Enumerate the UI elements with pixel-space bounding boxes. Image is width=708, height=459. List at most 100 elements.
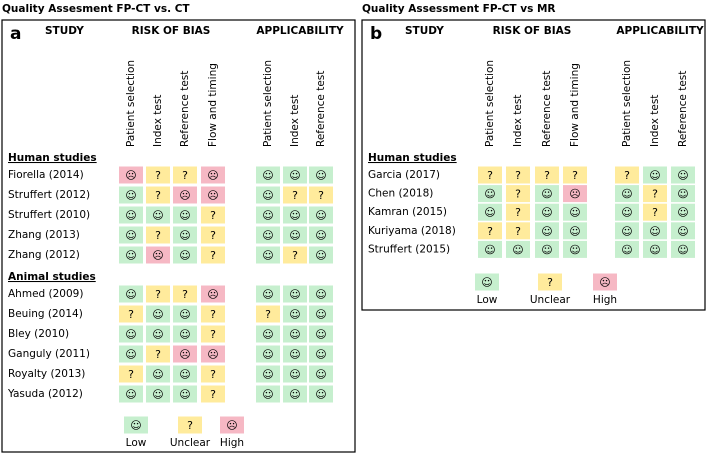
rating-symbol: ☺	[484, 243, 495, 256]
study-name: Zhang (2013)	[8, 229, 80, 241]
study-name: Royalty (2013)	[8, 368, 85, 380]
column-label: Reference test	[179, 71, 191, 147]
rating-cell	[146, 385, 170, 403]
rating-symbol: ☺	[125, 288, 136, 301]
rating-symbol: ☺	[262, 249, 273, 262]
rating-symbol: ☺	[130, 419, 141, 432]
group-name: Human studies	[368, 152, 457, 164]
rating-symbol: ☹	[226, 419, 237, 432]
rating-symbol: ?	[487, 169, 493, 182]
rating-cell	[173, 166, 197, 184]
header-study: STUDY	[45, 25, 84, 37]
rating-symbol: ☹	[207, 288, 218, 301]
rating-cell	[643, 240, 667, 258]
rating-cell	[615, 240, 639, 258]
rating-cell	[506, 203, 530, 221]
rating-cell	[615, 185, 639, 203]
study-name: Garcia (2017)	[368, 169, 440, 181]
rating-cell	[671, 240, 695, 258]
rating-cell	[256, 166, 280, 184]
rating-symbol: ?	[187, 419, 193, 432]
rating-cell	[506, 240, 530, 258]
rating-symbol: ☺	[541, 225, 552, 238]
rating-symbol: ☺	[125, 209, 136, 222]
rating-cell	[146, 226, 170, 244]
rating-cell	[119, 186, 143, 204]
rating-symbol: ☺	[262, 288, 273, 301]
legend-label: Low	[477, 294, 498, 306]
rating-symbol: ?	[155, 288, 161, 301]
rating-symbol: ☺	[315, 308, 326, 321]
rating-symbol: ☺	[262, 169, 273, 182]
panel-label: a	[10, 24, 21, 44]
rating-symbol: ☺	[315, 229, 326, 242]
panel-label: b	[370, 24, 382, 44]
rating-symbol: ?	[210, 328, 216, 341]
rating-cell	[283, 385, 307, 403]
rating-cell	[146, 365, 170, 383]
rating-cell	[309, 365, 333, 383]
rating-symbol: ?	[210, 229, 216, 242]
column-label: Index test	[152, 95, 164, 147]
rating-symbol: ☺	[621, 225, 632, 238]
rating-symbol: ☺	[179, 308, 190, 321]
rating-cell	[309, 305, 333, 323]
rating-symbol: ?	[652, 188, 658, 201]
rating-cell	[563, 203, 587, 221]
legend-label: High	[593, 294, 617, 306]
rating-symbol: ☹	[207, 169, 218, 182]
rating-symbol: ☺	[315, 288, 326, 301]
rating-cell	[173, 285, 197, 303]
rating-symbol: ☺	[315, 368, 326, 381]
rating-cell	[201, 206, 225, 224]
rating-cell	[146, 345, 170, 363]
rating-symbol: ☺	[152, 328, 163, 341]
rating-symbol: ☺	[179, 209, 190, 222]
rating-cell	[478, 166, 502, 184]
study-name: Ganguly (2011)	[8, 348, 90, 360]
rating-cell	[563, 222, 587, 240]
column-label: Flow and timing	[569, 63, 581, 147]
rating-cell	[201, 365, 225, 383]
rating-symbol: ☺	[289, 229, 300, 242]
rating-cell	[535, 203, 559, 221]
rating-cell	[146, 285, 170, 303]
rating-symbol: ?	[210, 368, 216, 381]
rating-cell	[283, 345, 307, 363]
rating-symbol: ☹	[152, 249, 163, 262]
rating-cell	[535, 222, 559, 240]
rating-symbol: ☺	[179, 229, 190, 242]
rating-symbol: ?	[210, 249, 216, 262]
rating-symbol: ☺	[621, 243, 632, 256]
rating-cell	[201, 246, 225, 264]
rating-symbol: ☺	[315, 169, 326, 182]
rating-cell	[671, 185, 695, 203]
rating-symbol: ☺	[481, 276, 492, 289]
rating-cell	[643, 203, 667, 221]
rating-symbol: ☺	[649, 243, 660, 256]
column-label: Flow and timing	[207, 63, 219, 147]
rating-symbol: ☺	[289, 209, 300, 222]
header-study: STUDY	[405, 25, 444, 37]
rating-cell	[563, 166, 587, 184]
rating-cell	[283, 246, 307, 264]
header-risk: RISK OF BIAS	[132, 25, 211, 37]
study-name: Kuriyama (2018)	[368, 225, 456, 237]
rating-cell	[201, 345, 225, 363]
rating-symbol: ?	[155, 348, 161, 361]
rating-symbol: ☺	[289, 368, 300, 381]
study-name: Beuing (2014)	[8, 308, 83, 320]
rating-symbol: ☹	[599, 276, 610, 289]
study-name: Zhang (2012)	[8, 249, 80, 261]
rating-symbol: ☺	[484, 188, 495, 201]
rating-symbol: ☺	[262, 209, 273, 222]
rating-symbol: ?	[265, 308, 271, 321]
rating-symbol: ?	[182, 288, 188, 301]
rating-symbol: ?	[128, 368, 134, 381]
rating-cell	[671, 222, 695, 240]
rating-cell	[201, 166, 225, 184]
rating-symbol: ?	[515, 225, 521, 238]
rating-symbol: ☺	[262, 328, 273, 341]
study-name: Yasuda (2012)	[7, 388, 83, 400]
study-name: Struffert (2015)	[368, 243, 450, 255]
